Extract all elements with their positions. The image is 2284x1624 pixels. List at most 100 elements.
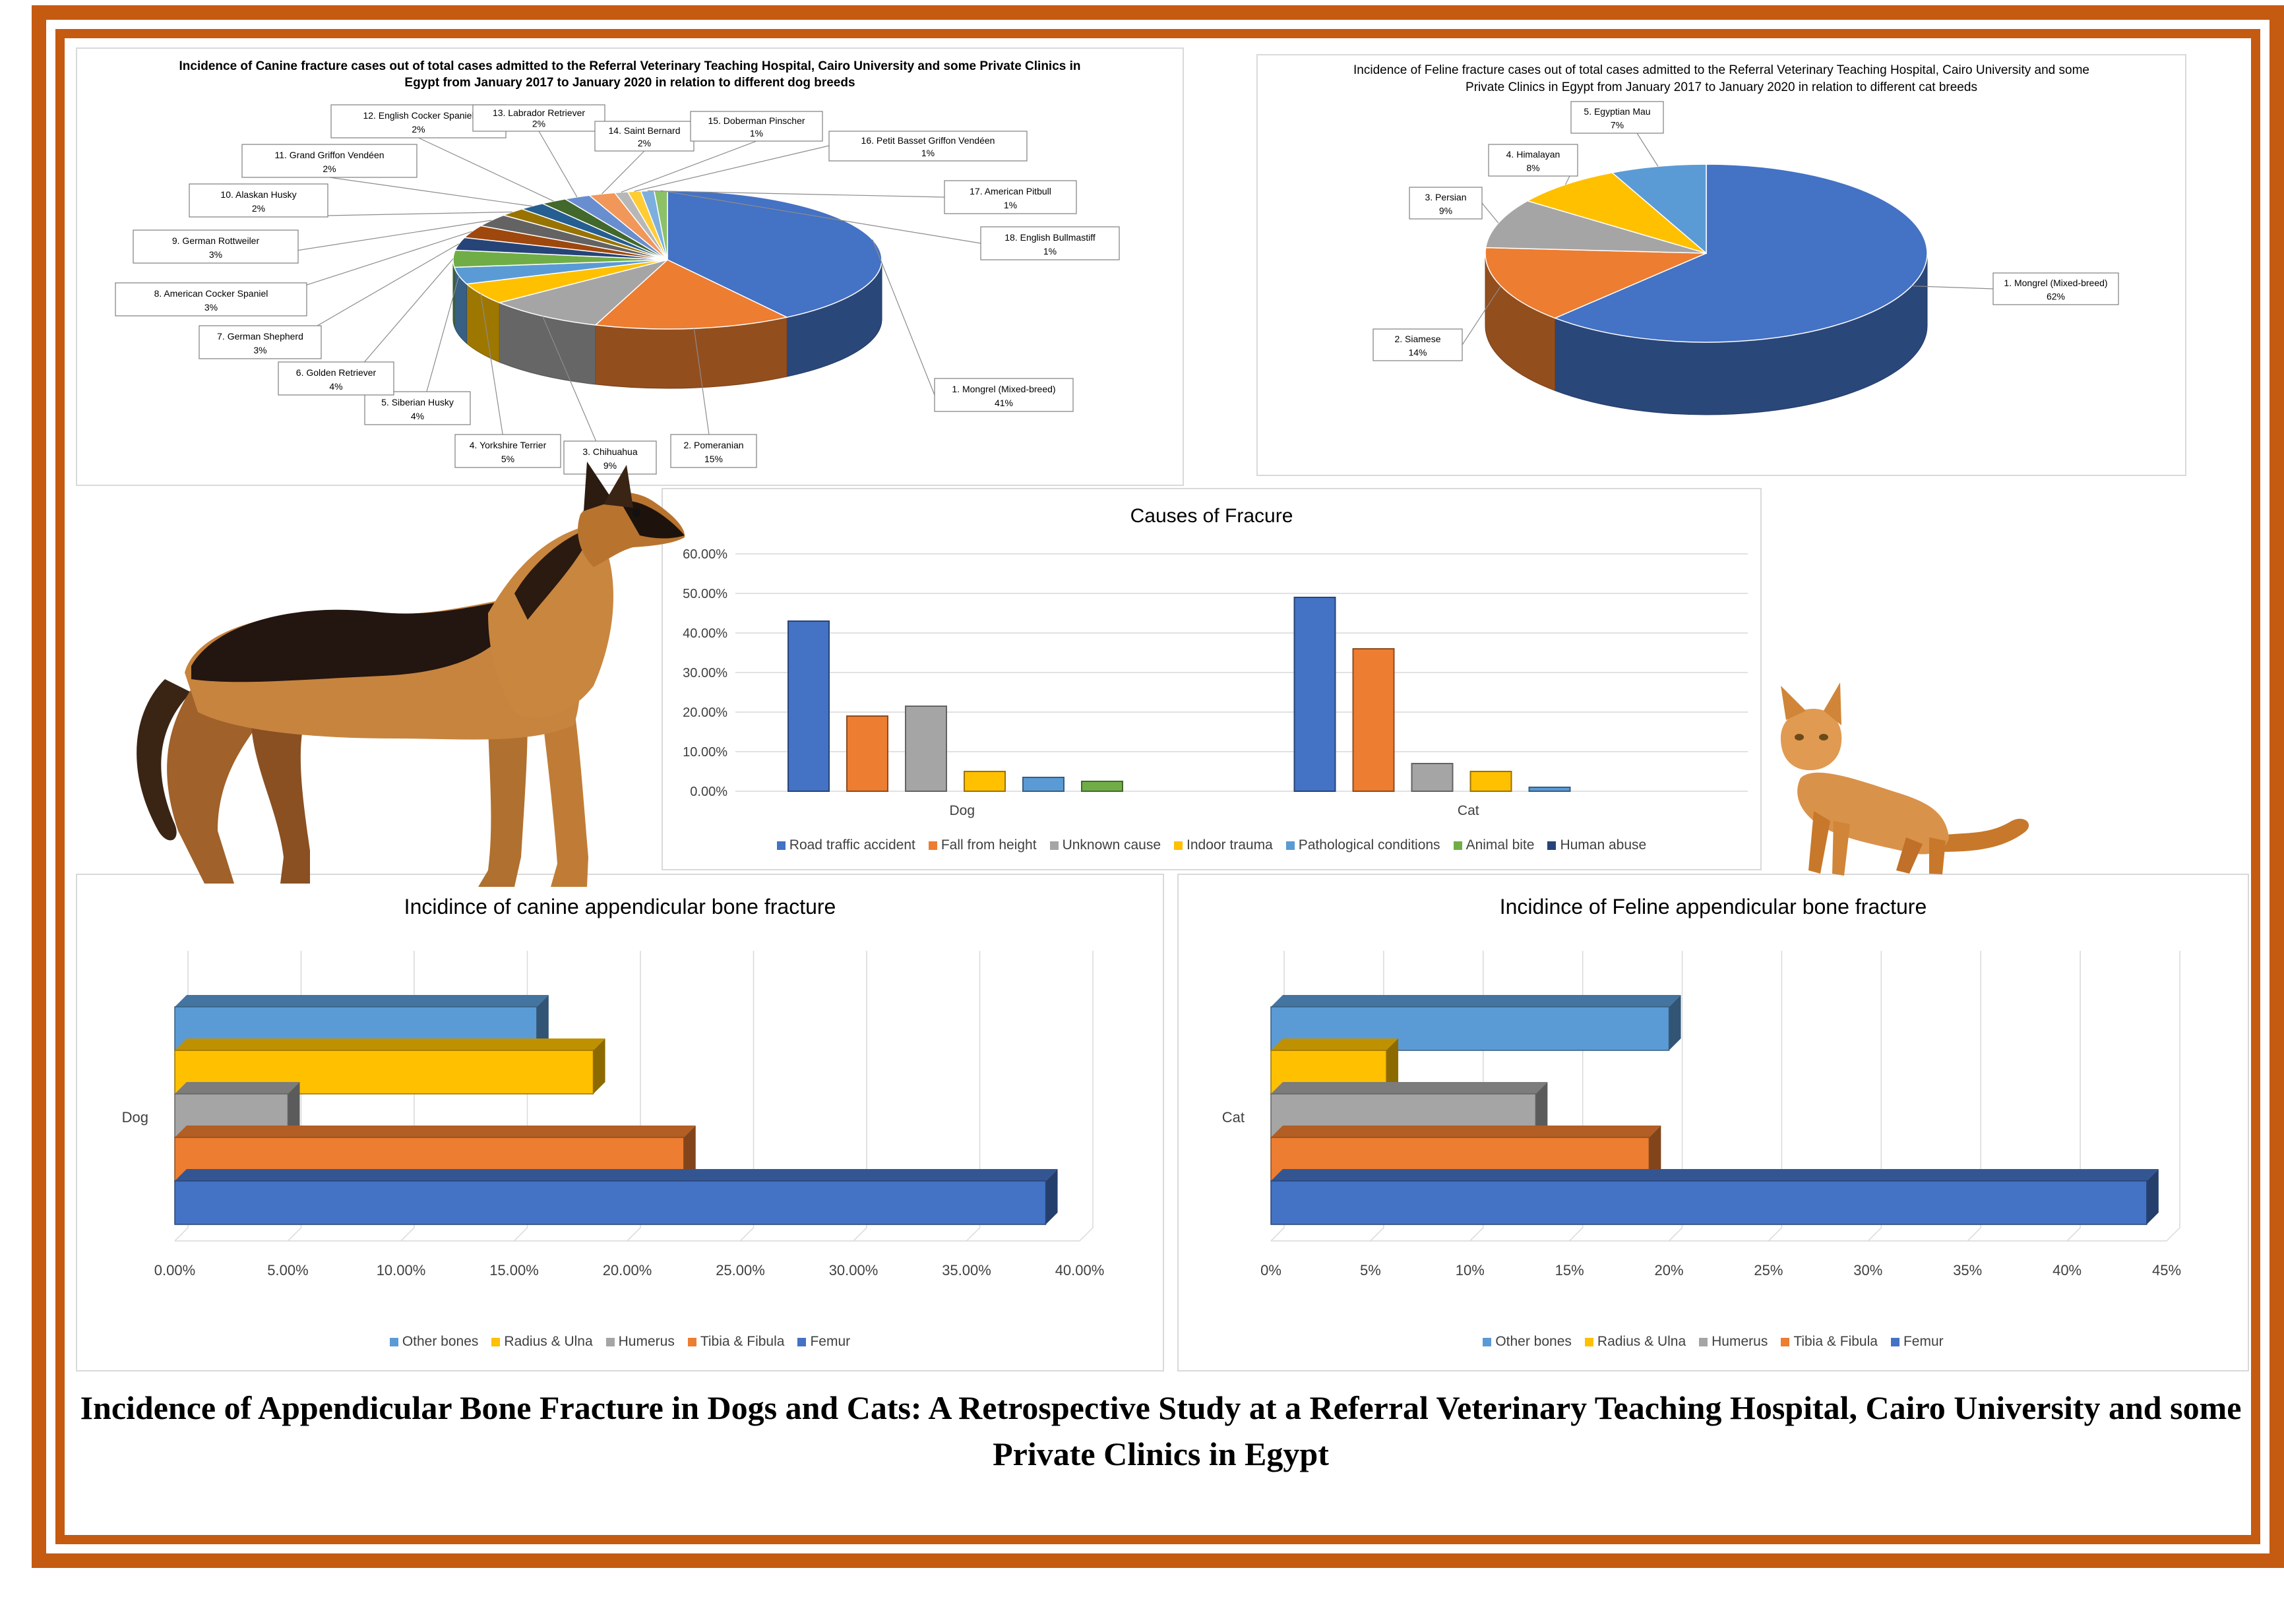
canine-pie-label-4: 4. Yorkshire Terrier 5% (454, 434, 561, 468)
feline-bones-xtick: 10% (1456, 1262, 1485, 1278)
feline-pie-slice-3 (1485, 200, 1707, 254)
svg-text:8. American Cocker Spaniel: 8. American Cocker Spaniel (154, 288, 268, 299)
causes-legend-item-4: Indoor trauma (1174, 837, 1273, 853)
feline-bones-legend-swatch (1781, 1337, 1790, 1346)
causes-legend-item-1: Road traffic accident (776, 837, 915, 853)
svg-text:3. Persian: 3. Persian (1425, 192, 1466, 202)
feline-bones-gridline-floor (2166, 1227, 2180, 1242)
canine-pie-label-2: 2. Pomeranian 15% (670, 434, 757, 468)
canine-bones-legend-item-5: Femur (797, 1334, 850, 1350)
svg-text:15. Doberman Pinscher: 15. Doberman Pinscher (708, 115, 805, 126)
feline-bones-xtick: 35% (1953, 1262, 1982, 1278)
causes-bar-cat-2 (1352, 648, 1395, 792)
canine-pie-slice-3 (497, 259, 668, 326)
causes-legend: Road traffic accident Fall from height Unk… (663, 837, 1760, 853)
causes-bar-cat-4 (1469, 771, 1512, 792)
causes-bar-dog-4 (964, 771, 1006, 792)
feline-pie-leader-3 (1481, 202, 1499, 224)
canine-bones-legend-swatch (491, 1337, 501, 1346)
canine-bones-gridline-floor (513, 1227, 528, 1242)
causes-bar-dog-6 (1081, 781, 1123, 792)
canine-bones-gridline-floor (174, 1227, 189, 1242)
svg-text:10. Alaskan Husky: 10. Alaskan Husky (220, 189, 296, 200)
feline-pie-leader-1 (1911, 286, 1994, 289)
canine-pie-label-16: 16. Petit Basset Griffon Vendéen 1% (828, 131, 1028, 162)
canine-bones-gridline-floor (966, 1227, 981, 1242)
svg-text:13. Labrador Retriever: 13. Labrador Retriever (493, 107, 585, 118)
feline-bones-gridline-floor (1867, 1227, 1882, 1242)
causes-legend-label: Unknown cause (1062, 837, 1161, 853)
svg-text:2%: 2% (252, 203, 265, 214)
canine-bones-legend-label: Humerus (618, 1334, 675, 1349)
canine-bones-legend-item-4: Tibia & Fibula (687, 1334, 785, 1350)
causes-ytick: 50.00% (683, 587, 727, 601)
canine-bones-bar-5 (174, 1169, 1058, 1225)
feline-pie-label-5: 5. Egyptian Mau 7% (1570, 101, 1664, 134)
canine-bones-xtick: 0.00% (154, 1262, 195, 1278)
canine-bones-xtick: 5.00% (267, 1262, 308, 1278)
svg-text:2%: 2% (323, 164, 336, 174)
svg-text:1. Mongrel (Mixed-breed): 1. Mongrel (Mixed-breed) (952, 384, 1055, 394)
svg-text:9. German Rottweiler: 9. German Rottweiler (172, 235, 260, 246)
svg-text:15%: 15% (704, 454, 723, 464)
svg-text:5. Egyptian Mau: 5. Egyptian Mau (1584, 106, 1650, 117)
canine-pie-label-14: 14. Saint Bernard 2% (594, 121, 694, 152)
feline-bones-xtick: 0% (1260, 1262, 1281, 1278)
feline-bones-legend-label: Other bones (1495, 1334, 1572, 1349)
feline-bones-legend-item-1: Other bones (1483, 1334, 1572, 1350)
canine-bones-gridline-floor (287, 1227, 302, 1242)
causes-legend-swatch (1453, 841, 1462, 850)
canine-bones-xtick: 10.00% (377, 1262, 426, 1278)
canine-bones-legend-label: Tibia & Fibula (700, 1334, 785, 1349)
canine-pie-leader-13 (538, 131, 578, 198)
svg-text:5. Siberian Husky: 5. Siberian Husky (381, 397, 454, 407)
svg-text:4. Yorkshire Terrier: 4. Yorkshire Terrier (470, 440, 547, 450)
canine-bones-xtick: 20.00% (603, 1262, 652, 1278)
svg-text:9%: 9% (603, 460, 617, 471)
canine-pie-label-8: 8. American Cocker Spaniel 3% (115, 282, 307, 316)
svg-text:6. Golden Retriever: 6. Golden Retriever (296, 367, 377, 378)
canine-pie-leader-16 (634, 145, 830, 192)
svg-text:1%: 1% (1043, 246, 1057, 256)
canine-pie-leader-18 (660, 190, 981, 244)
canine-pie-leader-12 (418, 137, 554, 202)
feline-bones-title: Incidince of Feline appendicular bone fr… (1499, 895, 1927, 918)
feline-pie-leader-2 (1462, 286, 1502, 346)
svg-text:1%: 1% (750, 128, 763, 138)
feline-breed-pie-chart: Incidence of Feline fracture cases out o… (1256, 54, 2186, 476)
feline-bones-legend-label: Radius & Ulna (1597, 1334, 1686, 1349)
canine-bones-plot: 0.00% 5.00% 10.00% 15.00% 20.00% 25.00% 30.00%… (122, 951, 1104, 1278)
feline-bones-legend-label: Tibia & Fibula (1793, 1334, 1878, 1349)
outer-frame (32, 5, 2284, 1568)
canine-pie-label-15: 15. Doberman Pinscher 1% (690, 111, 823, 142)
svg-text:7. German Shepherd: 7. German Shepherd (217, 331, 303, 342)
feline-bones-xtick: 5% (1360, 1262, 1381, 1278)
feline-bones-legend: Other bones Radius & Ulna Humerus Tibia & F… (1179, 1334, 2248, 1350)
canine-bones-xtick: 25.00% (716, 1262, 765, 1278)
canine-pie-slice-2 (594, 259, 789, 330)
canine-bones-category-label: Dog (122, 1109, 148, 1126)
canine-bones-legend-swatch (389, 1337, 398, 1346)
figure-caption: Incidence of Appendicular Bone Fracture … (80, 1389, 2242, 1472)
feline-bones-xtick: 15% (1555, 1262, 1584, 1278)
canine-pie-leader-17 (647, 190, 945, 198)
causes-legend-item-2: Fall from height (928, 837, 1037, 853)
canine-pie-leader-14 (602, 150, 645, 195)
causes-bar-cat-1 (1293, 597, 1336, 792)
causes-ytick: 10.00% (683, 745, 727, 760)
abyssinian-cat-illustration (1781, 682, 2029, 876)
feline-bones-xtick: 20% (1655, 1262, 1684, 1278)
feline-pie-label-4: 4. Himalayan 8% (1488, 144, 1578, 177)
svg-text:8%: 8% (1526, 162, 1539, 173)
feline-bones-gridline-floor (1967, 1227, 1981, 1242)
svg-text:16. Petit Basset Griffon Vend: 16. Petit Basset Griffon Vendéen (861, 135, 995, 146)
feline-bones-legend-swatch (1584, 1337, 1593, 1346)
feline-bones-legend-item-3: Humerus (1699, 1334, 1768, 1350)
feline-bones-gridline-floor (1669, 1227, 1683, 1242)
feline-bones-gridline-floor (1270, 1227, 1285, 1242)
canine-pie-label-6: 6. Golden Retriever 4% (278, 361, 394, 396)
causes-ytick: 40.00% (683, 626, 727, 641)
canine-pie-leader-11 (329, 177, 532, 207)
svg-text:14. Saint Bernard: 14. Saint Bernard (609, 125, 681, 136)
